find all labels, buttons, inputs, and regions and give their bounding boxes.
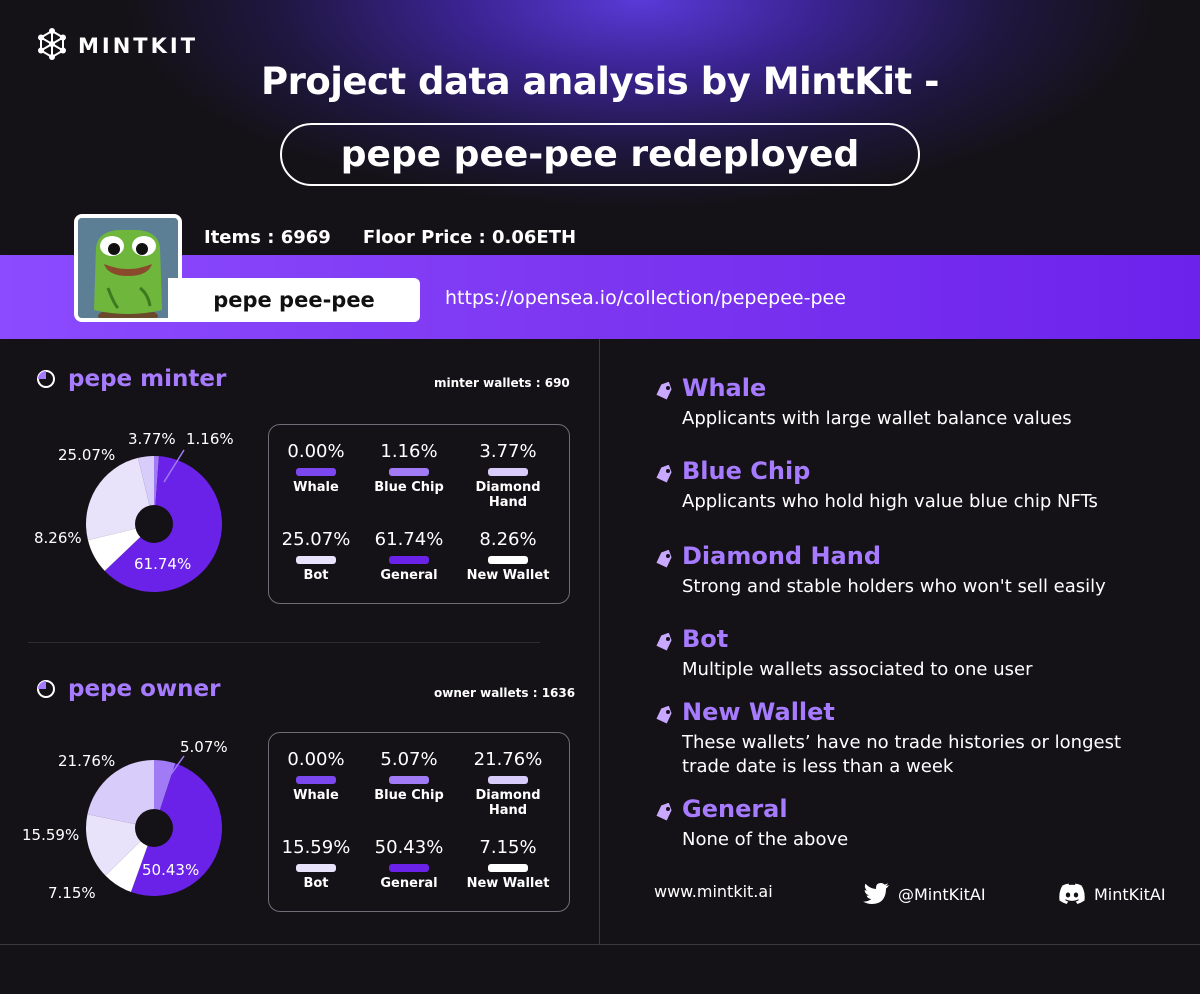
footer-divider bbox=[0, 944, 1200, 945]
slice-diamond-hand bbox=[87, 760, 154, 828]
diamond-hand-swatch bbox=[488, 468, 528, 476]
minter-slice-label-general: 61.74% bbox=[134, 555, 192, 573]
items-count: Items : 6969 bbox=[204, 227, 331, 248]
owner-cell-bot: 15.59% Bot bbox=[281, 837, 351, 891]
brand-logo[interactable]: MINTKIT bbox=[36, 28, 198, 64]
minter-cell-blue-chip: 1.16% Blue Chip bbox=[374, 441, 444, 495]
twitter-link[interactable]: @MintKitAI bbox=[862, 882, 986, 906]
slice-new-wallet bbox=[105, 828, 154, 892]
tag-icon bbox=[656, 633, 672, 651]
minter-section-title: pepe minter bbox=[36, 366, 226, 392]
minter-cell-diamond-hand: 3.77% Diamond Hand bbox=[475, 441, 541, 510]
header-glow bbox=[0, 0, 1200, 240]
tag-icon bbox=[656, 465, 672, 483]
minter-title-text: pepe minter bbox=[68, 366, 227, 392]
minter-cell-general: 61.74% General bbox=[374, 529, 444, 583]
cube-network-icon bbox=[36, 28, 68, 64]
project-subtitle: pepe pee-pee redeployed bbox=[280, 123, 920, 186]
new-wallet-swatch bbox=[488, 556, 528, 564]
owner-slice-label-bot: 15.59% bbox=[22, 826, 80, 844]
collection-name: pepe pee-pee bbox=[168, 278, 420, 322]
vertical-divider bbox=[599, 339, 600, 944]
discord-icon bbox=[1059, 883, 1085, 904]
whale-swatch bbox=[296, 468, 336, 476]
owner-cell-new-wallet: 7.15% New Wallet bbox=[466, 837, 550, 891]
minter-slice-label-new-wallet: 8.26% bbox=[34, 529, 82, 547]
owner-slice-label-blue-chip: 5.07% bbox=[180, 738, 228, 756]
brand-name: MINTKIT bbox=[78, 34, 199, 58]
owner-slice-label-diamond-hand: 21.76% bbox=[58, 752, 116, 770]
owner-cell-blue-chip: 5.07% Blue Chip bbox=[374, 749, 444, 803]
diamond-hand-swatch bbox=[488, 776, 528, 784]
slice-general bbox=[130, 763, 223, 897]
tag-icon bbox=[656, 550, 672, 568]
minter-wallets-count: minter wallets : 690 bbox=[434, 376, 570, 390]
owner-stats-grid: 0.00% Whale 5.07% Blue Chip 21.76% Diamo… bbox=[268, 732, 570, 912]
minter-slice-label-bot: 25.07% bbox=[58, 446, 116, 464]
tag-icon bbox=[656, 803, 672, 821]
tag-icon bbox=[656, 706, 672, 724]
website-link[interactable]: www.mintkit.ai bbox=[654, 882, 773, 901]
owner-cell-whale: 0.00% Whale bbox=[287, 749, 345, 803]
opensea-link[interactable]: https://opensea.io/collection/pepepee-pe… bbox=[445, 287, 846, 309]
minter-donut-chart bbox=[86, 456, 222, 592]
pepe-avatar-icon bbox=[74, 214, 182, 322]
owner-wallets-count: owner wallets : 1636 bbox=[434, 686, 576, 700]
twitter-bird-icon bbox=[863, 883, 889, 904]
floor-price: Floor Price : 0.06ETH bbox=[362, 227, 577, 248]
minter-slice-label-diamond-hand: 3.77% bbox=[128, 430, 176, 448]
tag-icon bbox=[656, 382, 672, 400]
owner-slice-label-general: 50.43% bbox=[142, 861, 200, 879]
page-title: Project data analysis by MintKit - bbox=[260, 60, 940, 103]
minter-stats-grid: 0.00% Whale 1.16% Blue Chip 3.77% Diamon… bbox=[268, 424, 570, 604]
general-swatch bbox=[389, 864, 429, 872]
owner-slice-label-new-wallet: 7.15% bbox=[48, 884, 96, 902]
minter-cell-whale: 0.00% Whale bbox=[287, 441, 345, 495]
pie-chart-icon bbox=[37, 370, 55, 388]
slice-new-wallet bbox=[87, 524, 154, 571]
minter-slice-label-blue-chip: 1.16% bbox=[186, 430, 234, 448]
owner-title-text: pepe owner bbox=[68, 676, 221, 702]
donut-hole bbox=[135, 505, 173, 543]
minter-cell-bot: 25.07% Bot bbox=[281, 529, 351, 583]
collection-stats: Items : 6969 Floor Price : 0.06ETH bbox=[204, 227, 576, 248]
blue-chip-swatch bbox=[389, 776, 429, 784]
section-divider bbox=[28, 642, 540, 643]
bot-swatch bbox=[296, 556, 336, 564]
owner-cell-general: 50.43% General bbox=[374, 837, 444, 891]
blue-chip-swatch bbox=[389, 468, 429, 476]
owner-cell-diamond-hand: 21.76% Diamond Hand bbox=[473, 749, 543, 818]
general-swatch bbox=[389, 556, 429, 564]
new-wallet-swatch bbox=[488, 864, 528, 872]
owner-donut-chart bbox=[86, 760, 223, 897]
bot-swatch bbox=[296, 864, 336, 872]
whale-swatch bbox=[296, 776, 336, 784]
owner-section-title: pepe owner bbox=[36, 676, 221, 702]
pie-chart-icon bbox=[37, 680, 55, 698]
donut-hole bbox=[135, 809, 173, 847]
owner-leader-line bbox=[163, 755, 185, 785]
discord-link[interactable]: MintKitAI bbox=[1058, 882, 1166, 906]
minter-leader-line bbox=[163, 449, 185, 483]
minter-cell-new-wallet: 8.26% New Wallet bbox=[466, 529, 550, 583]
